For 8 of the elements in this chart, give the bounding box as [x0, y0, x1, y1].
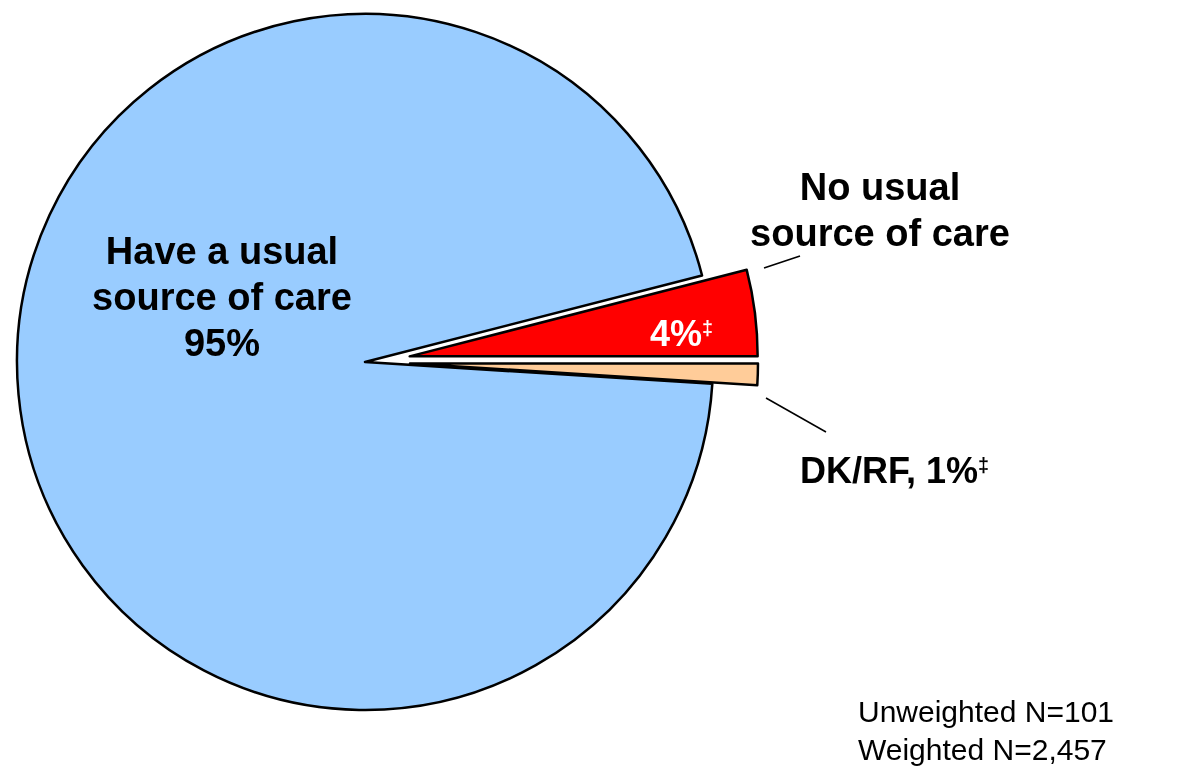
text: Unweighted N=101 — [858, 695, 1115, 728]
slice-label: No usual source of care — [750, 166, 1010, 254]
data-label: 4%$^{‡}$ — [650, 313, 714, 354]
legend-label: DK/RF — [800, 450, 906, 491]
slice-label: Have a usual source of care — [92, 230, 352, 318]
data-label: , 1%$^{‡}$ — [906, 450, 990, 491]
data-label: 95% — [183, 322, 261, 364]
text: Weighted N=2,457 — [858, 733, 1107, 766]
